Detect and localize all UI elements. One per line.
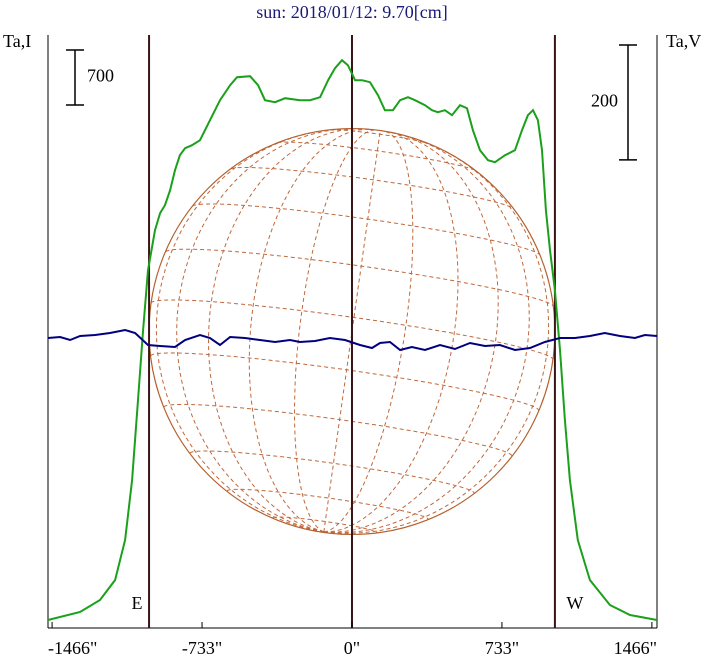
disk-grid <box>176 128 353 533</box>
y-axis-title: Ta,I <box>3 31 31 51</box>
disk-grid <box>293 129 375 533</box>
disk-grid <box>323 135 530 534</box>
disk-grid <box>272 516 378 533</box>
disk-grid <box>329 129 429 145</box>
series-line <box>47 58 658 621</box>
disk-grid <box>248 128 370 533</box>
disk-grid <box>189 450 475 494</box>
x-tick-label: 733" <box>485 638 519 658</box>
disk-grid <box>192 203 541 256</box>
disk-grid <box>323 131 459 533</box>
x-tick-label: 1466" <box>614 638 657 658</box>
disk-grid <box>277 141 477 172</box>
disk-grid <box>155 130 324 533</box>
disk-grid <box>165 248 554 307</box>
disk-grid <box>323 131 414 533</box>
x-tick-label: 0" <box>344 638 360 658</box>
disk-grid <box>230 167 514 209</box>
y2-axis-title: Ta,V <box>666 31 701 51</box>
x-tick-label: -733" <box>182 638 222 658</box>
disk-grid <box>226 488 429 520</box>
series-line <box>47 328 658 352</box>
scale-bar-label: 200 <box>591 91 618 111</box>
disk-grid <box>207 128 366 533</box>
x-tick-label: -1466" <box>48 638 97 658</box>
limb-label: E <box>132 593 143 613</box>
limb-label: W <box>566 593 583 613</box>
disk-grid <box>323 132 499 533</box>
scale-bar-label: 700 <box>87 66 114 86</box>
disk-grid <box>163 403 513 457</box>
disk-grid <box>150 352 540 411</box>
chart-title: sun: 2018/01/12: 9.70[cm] <box>256 2 448 22</box>
